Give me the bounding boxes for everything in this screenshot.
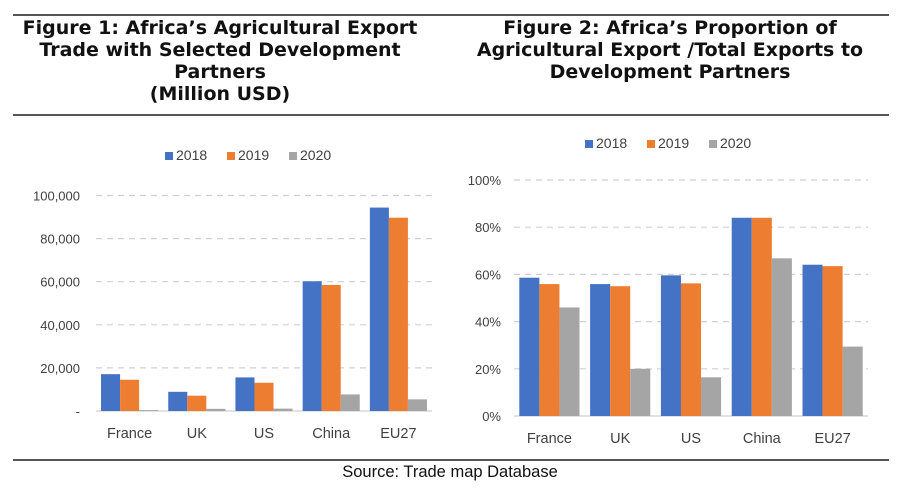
x-category-label: US xyxy=(254,426,274,442)
x-category-label: France xyxy=(107,426,152,442)
x-category-label: EU27 xyxy=(814,431,850,447)
figure-1-title-line: Partners xyxy=(174,61,266,83)
y-tick-label: 40% xyxy=(475,315,501,330)
bar-2020-uk xyxy=(206,408,226,411)
y-tick-label: 60,000 xyxy=(40,275,80,290)
title-divider-rule xyxy=(13,114,889,116)
x-category-label: UK xyxy=(610,431,630,447)
bar-2018-uk xyxy=(590,284,611,416)
legend-label-2019: 2019 xyxy=(238,147,269,163)
top-rule xyxy=(13,14,889,16)
bar-2020-eu27 xyxy=(842,346,863,416)
bar-2019-china xyxy=(321,284,341,411)
bar-2020-france xyxy=(139,410,159,411)
y-tick-label: 0% xyxy=(482,409,501,424)
bottom-rule xyxy=(13,459,889,461)
figure-1-title-line: Figure 1: Africa’s Agricultural Export xyxy=(22,17,418,39)
bar-2018-france xyxy=(101,374,121,411)
bar-2020-uk xyxy=(630,368,651,416)
legend-swatch-2018 xyxy=(585,140,593,148)
legend-swatch-2018 xyxy=(165,152,173,160)
bar-2018-china xyxy=(302,281,322,411)
y-tick-label: 60% xyxy=(475,267,501,282)
y-tick-label: 80,000 xyxy=(40,232,80,247)
figure-1-title-line: (Million USD) xyxy=(149,83,291,105)
bar-2018-us xyxy=(660,275,681,416)
figure-2-title-line: Development Partners xyxy=(549,61,791,83)
bar-2018-us xyxy=(235,377,255,411)
x-category-label: France xyxy=(527,431,572,447)
bar-2018-eu27 xyxy=(369,207,389,411)
y-tick-label: 100% xyxy=(468,173,502,188)
y-tick-label: 100,000 xyxy=(33,189,80,204)
bar-2020-china xyxy=(340,394,360,411)
figure-2-title-line: Agricultural Export /Total Exports to xyxy=(476,39,864,61)
legend-label-2020: 2020 xyxy=(300,147,331,163)
bar-2019-us xyxy=(680,283,702,416)
bar-2019-uk xyxy=(187,395,207,411)
legend-swatch-2020 xyxy=(709,140,717,148)
source-note: Source: Trade map Database xyxy=(342,463,558,481)
bar-2020-china xyxy=(771,258,792,416)
x-category-label: UK xyxy=(187,426,207,442)
legend-swatch-2020 xyxy=(289,152,297,160)
figure-1-title-line: Trade with Selected Development xyxy=(39,39,401,61)
legend-label-2018: 2018 xyxy=(596,135,627,151)
bar-2019-eu27 xyxy=(822,266,843,416)
bar-2018-china xyxy=(731,217,752,416)
legend-swatch-2019 xyxy=(647,140,655,148)
x-category-label: China xyxy=(312,426,351,442)
bar-2020-us xyxy=(701,377,722,416)
x-category-label: US xyxy=(681,431,701,447)
bar-2019-france xyxy=(539,284,560,416)
legend-label-2018: 2018 xyxy=(176,147,207,163)
y-tick-label: 80% xyxy=(475,220,501,235)
bar-2019-china xyxy=(751,217,772,416)
bar-2019-uk xyxy=(610,286,631,416)
bar-2018-eu27 xyxy=(802,264,823,416)
y-tick-label: 20% xyxy=(475,362,501,377)
x-category-label: EU27 xyxy=(380,426,416,442)
bar-2020-france xyxy=(559,307,580,416)
bar-2019-us xyxy=(254,382,274,411)
bar-2018-france xyxy=(519,277,540,416)
bar-2020-eu27 xyxy=(407,399,427,411)
bar-2018-uk xyxy=(168,391,188,411)
figure-1-title: Figure 1: Africa’s Agricultural Export T… xyxy=(20,17,420,105)
y-tick-label: 40,000 xyxy=(40,318,80,333)
figure-2-title-line: Figure 2: Africa’s Proportion of xyxy=(503,17,837,39)
y-tick-label: 20,000 xyxy=(40,361,80,376)
bar-2019-eu27 xyxy=(388,217,408,411)
bar-2020-us xyxy=(273,408,293,411)
bar-2019-france xyxy=(120,379,140,411)
figure-2-title: Figure 2: Africa’s Proportion of Agricul… xyxy=(460,17,880,83)
legend-label-2019: 2019 xyxy=(658,135,689,151)
legend-label-2020: 2020 xyxy=(720,135,751,151)
figure-1-chart: - 20,000 40,000 60,000 80,000 100,000 France UK… xyxy=(33,147,432,442)
y-tick-label: - xyxy=(76,404,80,419)
x-category-label: China xyxy=(743,431,782,447)
figure-2-chart: 0% 20% 40% 60% 80% 100% France UK US China EU27 201… xyxy=(468,135,868,447)
legend-swatch-2019 xyxy=(227,152,235,160)
